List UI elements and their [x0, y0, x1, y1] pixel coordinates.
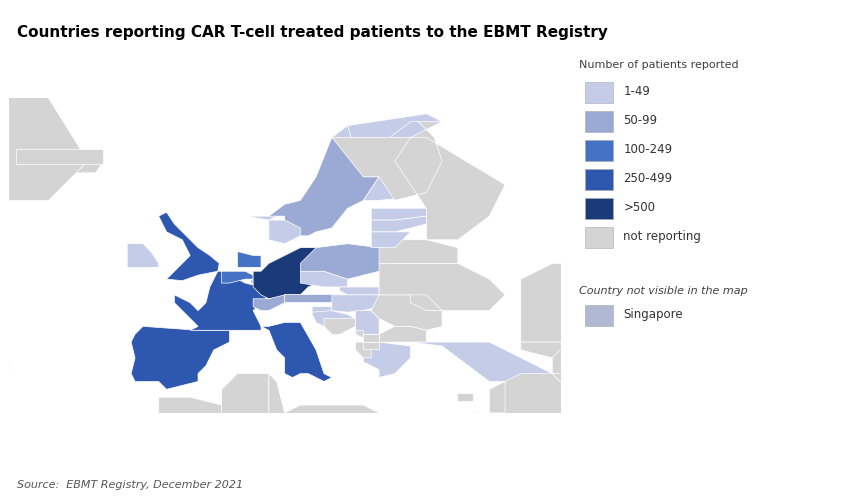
Text: 50-99: 50-99 — [623, 114, 658, 127]
Text: 1-49: 1-49 — [623, 85, 650, 98]
Text: Singapore: Singapore — [623, 308, 683, 321]
Text: Country not visible in the map: Country not visible in the map — [579, 286, 747, 296]
Text: 100-249: 100-249 — [623, 143, 672, 156]
Text: not reporting: not reporting — [623, 230, 701, 243]
Text: >500: >500 — [623, 201, 655, 214]
Text: 250-499: 250-499 — [623, 172, 672, 185]
Text: Number of patients reported: Number of patients reported — [579, 60, 738, 70]
Text: Countries reporting CAR T-cell treated patients to the EBMT Registry: Countries reporting CAR T-cell treated p… — [17, 25, 608, 40]
Text: Source:  EBMT Registry, December 2021: Source: EBMT Registry, December 2021 — [17, 480, 244, 490]
